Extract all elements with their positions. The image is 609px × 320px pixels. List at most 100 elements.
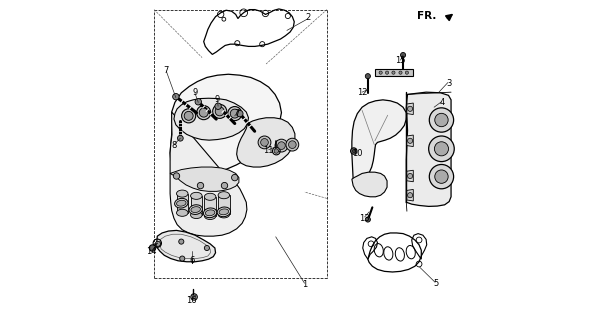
Circle shape bbox=[278, 142, 285, 149]
Circle shape bbox=[429, 136, 454, 162]
Ellipse shape bbox=[218, 211, 230, 218]
Circle shape bbox=[261, 139, 269, 146]
Ellipse shape bbox=[217, 207, 231, 217]
Polygon shape bbox=[170, 74, 281, 173]
Ellipse shape bbox=[177, 200, 186, 206]
Polygon shape bbox=[352, 172, 387, 197]
Ellipse shape bbox=[191, 212, 202, 219]
Text: 5: 5 bbox=[433, 279, 438, 288]
Ellipse shape bbox=[189, 205, 202, 214]
Circle shape bbox=[221, 182, 228, 189]
Polygon shape bbox=[191, 196, 202, 215]
Ellipse shape bbox=[177, 190, 188, 197]
Circle shape bbox=[407, 106, 413, 111]
Circle shape bbox=[205, 245, 209, 251]
Polygon shape bbox=[407, 103, 414, 115]
Circle shape bbox=[230, 109, 239, 118]
Circle shape bbox=[215, 107, 224, 116]
Polygon shape bbox=[218, 195, 230, 214]
Circle shape bbox=[275, 139, 288, 152]
Circle shape bbox=[213, 104, 227, 118]
Polygon shape bbox=[170, 112, 247, 236]
Text: 16: 16 bbox=[186, 296, 197, 305]
Circle shape bbox=[231, 174, 238, 181]
Circle shape bbox=[199, 108, 208, 117]
Text: 13: 13 bbox=[359, 214, 370, 223]
Circle shape bbox=[181, 109, 195, 123]
Polygon shape bbox=[352, 100, 406, 181]
Text: 7: 7 bbox=[234, 109, 240, 118]
Text: FR.: FR. bbox=[417, 11, 436, 21]
Circle shape bbox=[178, 239, 184, 244]
Circle shape bbox=[237, 110, 243, 117]
Text: 15: 15 bbox=[395, 56, 406, 65]
Text: 10: 10 bbox=[352, 149, 362, 158]
Text: 14: 14 bbox=[146, 247, 157, 256]
Circle shape bbox=[352, 149, 356, 153]
Polygon shape bbox=[407, 189, 414, 201]
Ellipse shape bbox=[205, 210, 215, 216]
Circle shape bbox=[365, 74, 370, 79]
Bar bbox=[375, 69, 414, 76]
Ellipse shape bbox=[191, 192, 202, 199]
Circle shape bbox=[215, 103, 221, 109]
Circle shape bbox=[429, 164, 454, 189]
Text: 3: 3 bbox=[446, 79, 451, 88]
Text: 1: 1 bbox=[302, 280, 307, 289]
Ellipse shape bbox=[203, 208, 217, 218]
Circle shape bbox=[407, 193, 413, 198]
Ellipse shape bbox=[191, 207, 200, 212]
Text: 9: 9 bbox=[215, 95, 220, 104]
Ellipse shape bbox=[175, 198, 188, 208]
Circle shape bbox=[192, 295, 196, 299]
Polygon shape bbox=[407, 170, 414, 182]
Text: 9: 9 bbox=[192, 88, 198, 97]
Text: 8: 8 bbox=[171, 141, 177, 150]
Polygon shape bbox=[407, 135, 414, 147]
Ellipse shape bbox=[177, 209, 188, 216]
Circle shape bbox=[258, 136, 271, 149]
Circle shape bbox=[385, 71, 389, 74]
Polygon shape bbox=[237, 118, 295, 167]
Text: 11: 11 bbox=[264, 146, 274, 155]
Text: 6: 6 bbox=[189, 256, 194, 265]
Circle shape bbox=[195, 99, 202, 105]
Circle shape bbox=[197, 106, 211, 120]
Circle shape bbox=[434, 142, 448, 156]
Ellipse shape bbox=[205, 212, 216, 220]
Circle shape bbox=[289, 141, 296, 148]
Circle shape bbox=[435, 170, 448, 183]
Circle shape bbox=[407, 173, 413, 179]
Ellipse shape bbox=[205, 193, 216, 200]
Circle shape bbox=[401, 52, 406, 58]
Circle shape bbox=[228, 107, 242, 121]
Circle shape bbox=[407, 138, 413, 143]
Circle shape bbox=[180, 256, 185, 261]
Text: 2: 2 bbox=[305, 13, 311, 22]
Circle shape bbox=[429, 108, 454, 132]
Circle shape bbox=[392, 71, 395, 74]
Circle shape bbox=[184, 111, 193, 120]
Circle shape bbox=[174, 173, 180, 179]
Ellipse shape bbox=[219, 209, 228, 215]
Ellipse shape bbox=[218, 192, 230, 199]
Polygon shape bbox=[406, 92, 451, 206]
Text: 4: 4 bbox=[440, 98, 445, 107]
Circle shape bbox=[406, 71, 409, 74]
Circle shape bbox=[274, 149, 278, 153]
Circle shape bbox=[379, 71, 382, 74]
Circle shape bbox=[177, 135, 183, 141]
Circle shape bbox=[286, 138, 299, 151]
Text: 12: 12 bbox=[357, 88, 367, 97]
Circle shape bbox=[435, 113, 448, 127]
Polygon shape bbox=[174, 98, 248, 140]
Circle shape bbox=[155, 241, 161, 246]
Circle shape bbox=[351, 148, 357, 154]
Polygon shape bbox=[177, 194, 188, 213]
Circle shape bbox=[197, 182, 203, 189]
Circle shape bbox=[149, 245, 156, 251]
Polygon shape bbox=[205, 197, 216, 216]
Polygon shape bbox=[170, 167, 239, 191]
Circle shape bbox=[173, 93, 179, 100]
Text: 7: 7 bbox=[164, 66, 169, 75]
